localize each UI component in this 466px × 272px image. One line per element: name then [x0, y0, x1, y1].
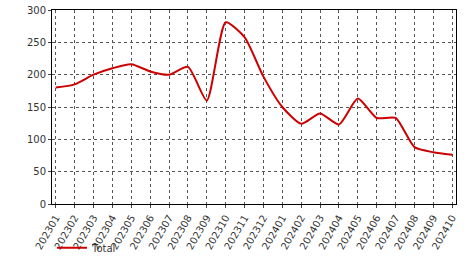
svg-text:202304: 202304: [89, 213, 119, 252]
svg-text:100: 100: [27, 134, 46, 145]
svg-text:202401: 202401: [260, 213, 289, 252]
svg-text:202406: 202406: [354, 213, 383, 252]
svg-text:0: 0: [40, 199, 46, 210]
svg-text:250: 250: [27, 37, 46, 48]
svg-text:202303: 202303: [71, 213, 100, 252]
svg-text:202410: 202410: [430, 213, 459, 252]
svg-text:202402: 202402: [279, 213, 308, 252]
svg-text:202302: 202302: [52, 213, 81, 252]
svg-text:202301: 202301: [33, 213, 62, 252]
svg-text:202408: 202408: [392, 213, 421, 252]
svg-text:202308: 202308: [165, 213, 194, 252]
svg-text:202309: 202309: [184, 213, 213, 252]
svg-text:200: 200: [27, 69, 46, 80]
svg-text:300: 300: [27, 5, 46, 16]
svg-text:202409: 202409: [411, 213, 440, 252]
svg-text:202405: 202405: [335, 213, 364, 252]
svg-text:202310: 202310: [203, 213, 232, 252]
svg-text:Total: Total: [91, 243, 115, 254]
svg-text:202306: 202306: [128, 213, 157, 252]
svg-text:150: 150: [27, 102, 46, 113]
svg-text:202404: 202404: [316, 213, 345, 252]
svg-text:50: 50: [33, 166, 46, 177]
svg-text:202307: 202307: [146, 213, 175, 252]
svg-text:202312: 202312: [241, 213, 270, 252]
svg-text:202407: 202407: [373, 213, 402, 252]
svg-text:202311: 202311: [222, 213, 251, 252]
svg-text:202403: 202403: [298, 213, 327, 252]
svg-text:202305: 202305: [108, 213, 138, 252]
